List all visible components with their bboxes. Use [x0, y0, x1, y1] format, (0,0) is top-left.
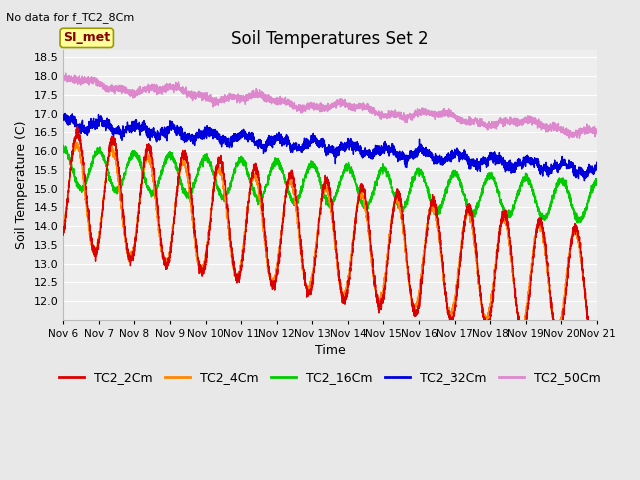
Legend: TC2_2Cm, TC2_4Cm, TC2_16Cm, TC2_32Cm, TC2_50Cm: TC2_2Cm, TC2_4Cm, TC2_16Cm, TC2_32Cm, TC…: [54, 366, 606, 389]
Text: No data for f_TC2_8Cm: No data for f_TC2_8Cm: [6, 12, 134, 23]
X-axis label: Time: Time: [315, 344, 346, 357]
Title: Soil Temperatures Set 2: Soil Temperatures Set 2: [231, 30, 429, 48]
Text: SI_met: SI_met: [63, 31, 110, 44]
Y-axis label: Soil Temperature (C): Soil Temperature (C): [15, 120, 28, 249]
